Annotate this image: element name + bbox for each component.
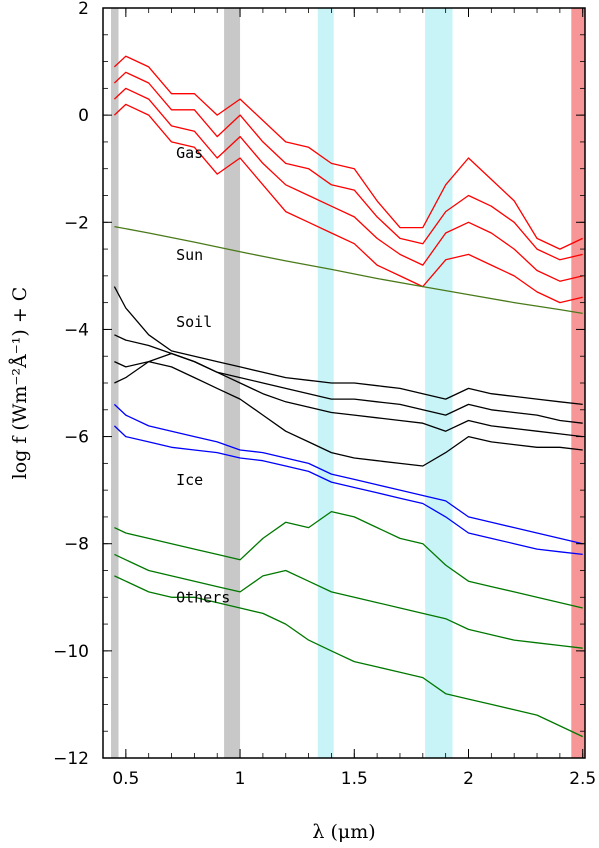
y-tick-label: −12 [53,749,89,769]
y-tick-label: 2 [78,0,89,19]
group-label-gas: Gas [176,144,203,162]
group-label-others: Others [176,589,230,607]
y-axis-title: log f (Wm⁻²Å⁻¹) + C [9,287,31,480]
series-soil-5 [113,286,583,406]
series-ice-9 [113,403,583,545]
series-others-13 [114,575,583,738]
spectra-series [113,55,583,738]
series-ice-10 [113,425,583,556]
series-gas-1 [113,71,583,261]
x-tick-label: 2 [463,769,474,789]
series-soil-7 [114,352,583,438]
series-soil-6 [114,334,583,424]
series-sun-4 [114,225,583,315]
group-labels: Gas Sun Soil Ice Others [176,144,230,607]
y-tick-label: −2 [64,213,89,233]
y-tick-label: −8 [64,535,89,555]
series-others-11 [114,510,583,609]
band-3 [425,8,453,758]
series-gas-0 [113,55,583,250]
y-tick-label: −10 [53,642,89,662]
x-tick-label: 2.5 [569,769,596,789]
series-others-12 [114,553,583,649]
wavelength-bands [110,8,585,758]
group-label-sun: Sun [176,246,203,264]
y-tick-label: 0 [78,106,89,126]
x-tick-label: 1 [235,769,246,789]
x-tick-label: 1.5 [341,769,368,789]
x-axis-title: λ (μm) [312,821,375,843]
y-tick-label: −4 [64,320,89,340]
series-gas-3 [113,103,583,304]
group-label-soil: Soil [176,313,212,331]
y-tick-label: −6 [64,428,89,448]
axis-ticks: 0.5 1 1.5 2 2.5 2 0 −2 −4 −6 −8 −10 −12 [53,0,596,789]
band-1 [224,8,241,758]
series-gas-2 [113,87,583,282]
group-label-ice: Ice [176,471,203,489]
x-tick-label: 0.5 [112,769,139,789]
band-2 [317,8,334,758]
series-soil-8 [114,360,583,467]
